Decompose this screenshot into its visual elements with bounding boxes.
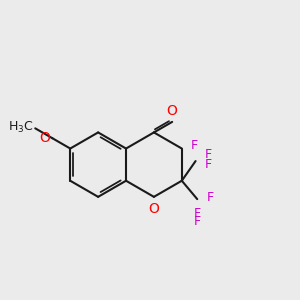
Text: F: F — [205, 148, 212, 161]
Text: F: F — [194, 215, 201, 228]
Text: F: F — [205, 158, 212, 170]
Text: O: O — [148, 202, 159, 216]
Text: $\mathregular{H_3C}$: $\mathregular{H_3C}$ — [8, 120, 34, 135]
Text: F: F — [194, 207, 201, 220]
Text: F: F — [207, 191, 214, 204]
Text: O: O — [39, 131, 50, 145]
Text: F: F — [190, 139, 198, 152]
Text: O: O — [167, 104, 178, 118]
